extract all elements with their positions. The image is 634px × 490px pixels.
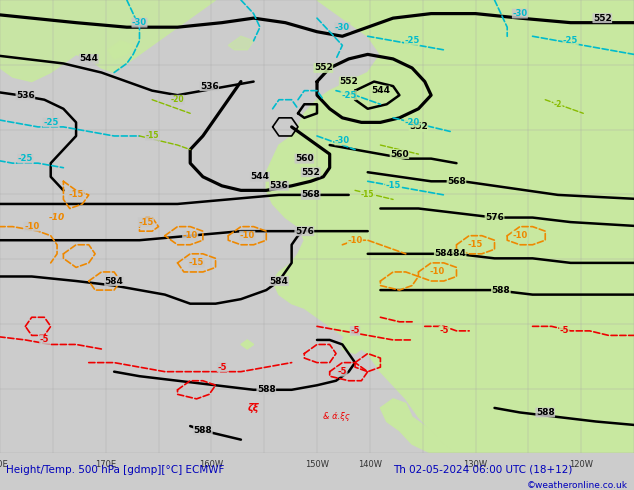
Text: 170E: 170E: [95, 460, 116, 469]
Polygon shape: [342, 331, 368, 354]
Text: -15: -15: [468, 240, 483, 249]
Text: 576: 576: [295, 227, 314, 236]
Text: ζξ: ζξ: [248, 403, 259, 413]
Polygon shape: [266, 0, 634, 453]
Text: -25: -25: [43, 118, 58, 127]
Text: -25: -25: [341, 91, 356, 99]
Text: -15: -15: [138, 218, 153, 226]
Text: -10: -10: [240, 231, 255, 240]
Text: 584: 584: [447, 249, 466, 258]
Text: 584: 584: [269, 276, 288, 286]
Text: 120W: 120W: [569, 460, 593, 469]
Text: 588: 588: [193, 426, 212, 435]
Text: -5: -5: [338, 367, 347, 376]
Text: 140W: 140W: [358, 460, 382, 469]
Text: -5: -5: [439, 326, 448, 335]
Text: 536: 536: [16, 91, 35, 99]
Text: & ά.ξς: & ά.ξς: [323, 413, 349, 421]
Text: 568: 568: [447, 177, 466, 186]
Text: 588: 588: [257, 385, 276, 394]
Polygon shape: [380, 399, 456, 453]
Text: 588: 588: [536, 408, 555, 417]
Text: -20: -20: [171, 95, 184, 104]
Text: -10: -10: [24, 222, 39, 231]
Text: -15: -15: [68, 191, 84, 199]
Text: -30: -30: [335, 136, 350, 145]
Text: 90E: 90E: [0, 460, 8, 469]
Text: -5: -5: [40, 336, 49, 344]
Text: 552: 552: [339, 77, 358, 86]
Text: -15: -15: [385, 181, 401, 190]
Text: 560: 560: [295, 154, 314, 163]
Text: ©weatheronline.co.uk: ©weatheronline.co.uk: [527, 481, 628, 490]
Text: 552: 552: [314, 64, 333, 73]
Text: 536: 536: [269, 181, 288, 190]
Polygon shape: [241, 340, 254, 349]
Text: 130W: 130W: [463, 460, 488, 469]
Text: -5: -5: [560, 326, 569, 335]
Text: 584: 584: [434, 249, 453, 258]
Polygon shape: [539, 0, 634, 64]
Text: Th 02-05-2024 06:00 UTC (18+12): Th 02-05-2024 06:00 UTC (18+12): [393, 465, 573, 475]
Text: -30: -30: [512, 9, 527, 18]
Text: -30: -30: [335, 23, 350, 32]
Text: -2: -2: [553, 100, 562, 109]
Text: 544: 544: [371, 86, 390, 95]
Text: 544: 544: [79, 54, 98, 63]
Text: -5: -5: [217, 363, 226, 371]
Text: 160W: 160W: [199, 460, 223, 469]
Text: -15: -15: [361, 191, 375, 199]
Text: 576: 576: [485, 213, 504, 222]
Text: -25: -25: [563, 36, 578, 45]
Text: 150W: 150W: [305, 460, 329, 469]
Polygon shape: [0, 0, 216, 82]
Text: -25: -25: [18, 154, 33, 163]
Text: -30: -30: [132, 18, 147, 27]
Polygon shape: [228, 36, 254, 50]
Text: -15: -15: [145, 131, 159, 141]
Text: 560: 560: [390, 149, 409, 159]
Text: -25: -25: [404, 36, 420, 45]
Text: -5: -5: [351, 326, 359, 335]
Text: -10: -10: [512, 231, 527, 240]
Text: -10: -10: [430, 268, 445, 276]
Text: -15: -15: [189, 258, 204, 268]
Text: 552: 552: [409, 122, 428, 131]
Text: 544: 544: [250, 172, 269, 181]
Text: 536: 536: [200, 82, 219, 91]
Text: 552: 552: [593, 14, 612, 23]
Text: Height/Temp. 500 hPa [gdmp][°C] ECMWF: Height/Temp. 500 hPa [gdmp][°C] ECMWF: [6, 465, 224, 475]
Text: -10: -10: [49, 213, 65, 222]
Text: -10: -10: [183, 231, 198, 240]
Text: -20: -20: [404, 118, 420, 127]
Text: 588: 588: [491, 286, 510, 294]
Text: 584: 584: [105, 276, 124, 286]
Text: -10: -10: [347, 236, 363, 245]
Text: 552: 552: [301, 168, 320, 177]
Text: 568: 568: [301, 191, 320, 199]
Polygon shape: [108, 41, 133, 59]
